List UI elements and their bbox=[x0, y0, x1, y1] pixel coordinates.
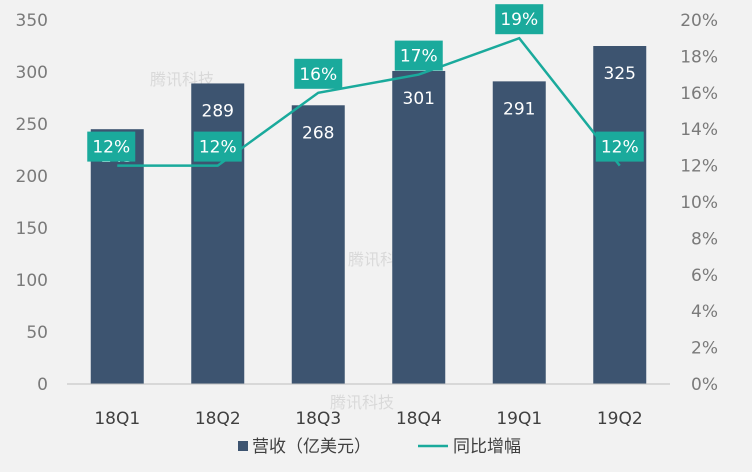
y-left-tick-label: 200 bbox=[16, 167, 48, 187]
growth-value-label: 16% bbox=[299, 65, 337, 85]
growth-value-label: 12% bbox=[199, 138, 237, 158]
x-tick-label: 18Q2 bbox=[195, 409, 241, 429]
y-axis-left: 0 50 100 150 200 250 300 350 bbox=[16, 11, 48, 395]
bar-18Q3 bbox=[291, 105, 345, 384]
growth-line bbox=[117, 36, 621, 167]
x-tick-label: 19Q1 bbox=[496, 409, 542, 429]
y-right-tick-label: 0% bbox=[691, 375, 718, 395]
growth-label-18Q2: 12% bbox=[193, 131, 242, 162]
y-axis-right: 0% 2% 4% 6% 8% 10% 12% 14% 16% 18% 20% bbox=[680, 11, 718, 395]
y-right-tick-label: 6% bbox=[691, 266, 718, 286]
y-right-tick-label: 16% bbox=[680, 84, 718, 104]
y-left-tick-label: 100 bbox=[16, 271, 48, 291]
x-tick-label: 19Q2 bbox=[597, 409, 643, 429]
growth-value-label: 12% bbox=[92, 138, 130, 158]
y-right-tick-label: 4% bbox=[691, 302, 718, 322]
bar-value-label: 291 bbox=[503, 99, 535, 119]
bar-value-label: 289 bbox=[202, 101, 234, 121]
growth-label-box bbox=[595, 131, 644, 162]
growth-value-label: 17% bbox=[400, 47, 438, 67]
y-right-tick-label: 12% bbox=[680, 157, 718, 177]
bar-value-label: 301 bbox=[403, 89, 435, 109]
growth-label-box bbox=[193, 131, 242, 162]
y-right-tick-label: 20% bbox=[680, 11, 718, 31]
y-left-tick-label: 300 bbox=[16, 63, 48, 83]
growth-label-box bbox=[495, 4, 544, 35]
growth-label-box bbox=[394, 40, 443, 71]
y-right-tick-label: 10% bbox=[680, 193, 718, 213]
y-left-tick-label: 150 bbox=[16, 219, 48, 239]
bar-19Q1 bbox=[492, 81, 546, 385]
growth-label-box bbox=[294, 58, 343, 89]
y-right-tick-label: 14% bbox=[680, 120, 718, 140]
y-right-tick-label: 8% bbox=[691, 229, 718, 249]
x-tick-label: 18Q3 bbox=[295, 409, 341, 429]
growth-label-19Q2: 12% bbox=[595, 131, 644, 162]
x-axis: 18Q1 18Q2 18Q3 18Q4 19Q1 19Q2 bbox=[94, 409, 642, 429]
y-left-tick-label: 250 bbox=[16, 115, 48, 135]
x-tick-label: 18Q1 bbox=[94, 409, 140, 429]
growth-label-box bbox=[87, 131, 136, 162]
watermark-text: 腾讯科技 bbox=[330, 393, 394, 412]
y-left-tick-label: 50 bbox=[26, 323, 48, 343]
bar-18Q2 bbox=[191, 83, 245, 384]
y-right-tick-label: 18% bbox=[680, 47, 718, 67]
growth-value-label: 12% bbox=[601, 138, 639, 158]
legend-bar-swatch bbox=[238, 441, 248, 451]
bar-19Q2 bbox=[593, 46, 647, 384]
y-right-tick-label: 2% bbox=[691, 339, 718, 359]
growth-label-18Q1: 12% bbox=[87, 131, 136, 162]
bar-value-label: 268 bbox=[302, 123, 334, 143]
legend: 营收（亿美元） 同比增幅 bbox=[238, 437, 521, 457]
x-tick-label: 18Q4 bbox=[396, 409, 442, 429]
growth-label-18Q4: 17% bbox=[394, 40, 443, 71]
growth-label-19Q1: 19% bbox=[495, 4, 544, 35]
growth-data-labels: 12% 12% 16% 17% 19% 12% bbox=[87, 4, 644, 162]
legend-bar-label: 营收（亿美元） bbox=[252, 437, 371, 457]
y-left-tick-label: 0 bbox=[37, 375, 48, 395]
bar-18Q4 bbox=[392, 70, 446, 385]
growth-value-label: 19% bbox=[500, 10, 538, 30]
bar-18Q1 bbox=[90, 129, 144, 384]
bar-series bbox=[90, 46, 647, 385]
growth-label-18Q3: 16% bbox=[294, 58, 343, 89]
bar-value-label: 325 bbox=[604, 64, 636, 84]
legend-line-label: 同比增幅 bbox=[453, 437, 521, 457]
y-left-tick-label: 350 bbox=[16, 11, 48, 31]
